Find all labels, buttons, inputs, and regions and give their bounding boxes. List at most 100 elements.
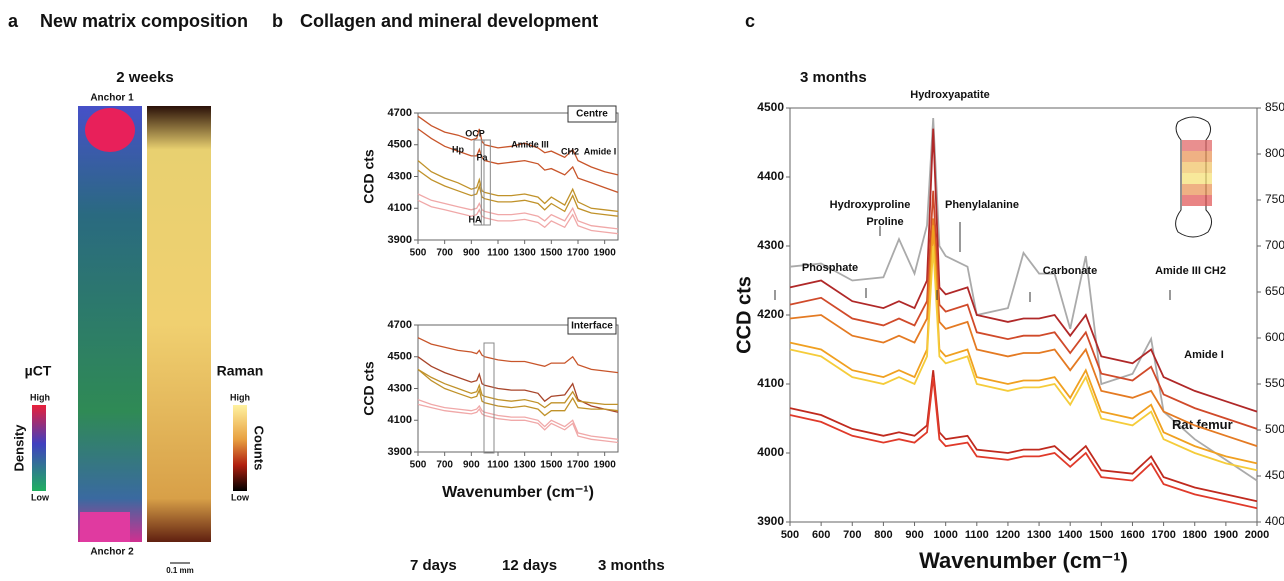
y-tick-label: 4400 xyxy=(757,169,784,183)
spectrum-line xyxy=(417,337,619,374)
box-label: Interface xyxy=(571,321,613,332)
peak-box xyxy=(480,139,491,226)
anchor-label: Anchor 1 xyxy=(90,93,134,104)
y-tick-label: 4500 xyxy=(388,351,412,363)
panel-label: b xyxy=(272,11,283,31)
x-tick-label: 1500 xyxy=(540,460,563,471)
y-tick-label: 4500 xyxy=(757,100,784,114)
spectrum-line xyxy=(789,118,1258,482)
x-tick-label: 700 xyxy=(843,529,861,541)
x-tick-label: 800 xyxy=(874,529,892,541)
peak-annotation: Amide I xyxy=(584,146,617,156)
y2-tick-label: 5000 xyxy=(1265,422,1284,436)
spectrum-line xyxy=(417,368,618,409)
spectrum-line xyxy=(417,193,619,230)
x-tick-label: 1700 xyxy=(567,248,590,259)
y-axis-label: CCD cts xyxy=(361,361,377,416)
colorbar xyxy=(233,405,247,491)
peak-annotation: Amide III xyxy=(511,139,549,149)
x-tick-label: 700 xyxy=(436,248,453,259)
x-tick-label: 1100 xyxy=(487,248,509,259)
y-tick-label: 4300 xyxy=(757,238,784,252)
x-tick-label: 500 xyxy=(410,248,427,259)
colorbar-low: Low xyxy=(31,492,50,502)
plot-frame xyxy=(417,324,619,453)
y2-tick-label: 6500 xyxy=(1265,284,1284,298)
peak-annotation: Proline xyxy=(866,216,903,228)
peak-annotation: Phenylalanine xyxy=(945,199,1019,211)
y-tick-label: 4100 xyxy=(388,202,412,214)
x-tick-label: 500 xyxy=(781,529,799,541)
x-tick-label: 1100 xyxy=(487,460,509,471)
x-tick-label: 1900 xyxy=(594,248,617,259)
y2-tick-label: 4500 xyxy=(1265,468,1284,482)
spectrum-line xyxy=(417,128,619,194)
peak-annotation: Hp xyxy=(452,144,464,154)
spectrum-line xyxy=(417,160,619,213)
spectrum-line xyxy=(789,370,1258,503)
panel-title: Collagen and mineral development xyxy=(300,11,598,31)
y-axis-label: CCD cts xyxy=(361,149,377,204)
x-tick-label: 700 xyxy=(436,460,453,471)
y2-tick-label: 8000 xyxy=(1265,146,1284,160)
peak-annotation: OCP xyxy=(465,128,485,138)
y-tick-label: 4700 xyxy=(388,107,412,119)
x-tick-label: 900 xyxy=(463,460,480,471)
peak-annotation: Carbonate xyxy=(1043,265,1097,277)
raman-image xyxy=(147,106,211,542)
peak-box xyxy=(483,342,495,454)
x-tick-label: 1700 xyxy=(1151,529,1175,541)
x-tick-label: 1400 xyxy=(1058,529,1082,541)
y-tick-label: 3900 xyxy=(757,514,784,528)
spectrum-line xyxy=(417,169,619,217)
legend-entry: 12 days xyxy=(502,557,557,574)
scale-label: 0.1 mm xyxy=(166,566,194,575)
uct-hotspot xyxy=(80,512,130,542)
colorbar-high: High xyxy=(230,392,250,402)
y2-tick-label: 8500 xyxy=(1265,100,1284,114)
x-tick-label: 1900 xyxy=(594,460,617,471)
spectrum-line xyxy=(417,356,619,413)
colorbar-axis: Counts xyxy=(252,426,267,471)
y2-tick-label: 5500 xyxy=(1265,376,1284,390)
y-tick-label: 4100 xyxy=(388,414,412,426)
plot-frame xyxy=(417,112,619,241)
colorbar-low: Low xyxy=(231,492,250,502)
series-label: Rat femur xyxy=(1172,417,1233,432)
x-tick-label: 1800 xyxy=(1182,529,1206,541)
x-tick-label: 900 xyxy=(463,248,480,259)
y-tick-label: 4100 xyxy=(757,376,784,390)
x-axis-label: Wavenumber (cm⁻¹) xyxy=(442,484,594,501)
peak-annotation: Hydroxyproline xyxy=(830,199,911,211)
y-tick-label: 4700 xyxy=(388,319,412,331)
uct-image xyxy=(78,106,142,542)
x-tick-label: 500 xyxy=(410,460,427,471)
x-tick-label: 1100 xyxy=(965,529,989,541)
raman-title: Raman xyxy=(217,363,264,379)
x-tick-label: 1300 xyxy=(514,460,537,471)
y2-tick-label: 7000 xyxy=(1265,238,1284,252)
box-label: Centre xyxy=(576,109,608,120)
panel-label: a xyxy=(8,11,19,31)
x-tick-label: 1300 xyxy=(1027,529,1051,541)
peak-box xyxy=(473,139,485,226)
y-tick-label: 4300 xyxy=(388,170,412,182)
x-tick-label: 2000 xyxy=(1245,529,1269,541)
peak-annotation: HA xyxy=(469,214,482,224)
panel-label: c xyxy=(745,11,755,31)
peak-annotation: CH2 xyxy=(1204,265,1226,277)
colorbar-axis: Density xyxy=(11,424,26,472)
box-label-frame xyxy=(567,105,617,123)
spectrum-line xyxy=(417,368,619,417)
colorbar xyxy=(32,405,46,491)
y2-tick-label: 6000 xyxy=(1265,330,1284,344)
colorbar-high: High xyxy=(30,392,50,402)
y2-tick-label: 7500 xyxy=(1265,192,1284,206)
y-tick-label: 4000 xyxy=(757,445,784,459)
box-label-frame xyxy=(567,317,617,335)
peak-annotation: Amide III xyxy=(1155,265,1201,277)
femur-icon xyxy=(1175,116,1212,238)
spectrum-line xyxy=(417,199,619,235)
spectrum-line xyxy=(417,398,619,440)
